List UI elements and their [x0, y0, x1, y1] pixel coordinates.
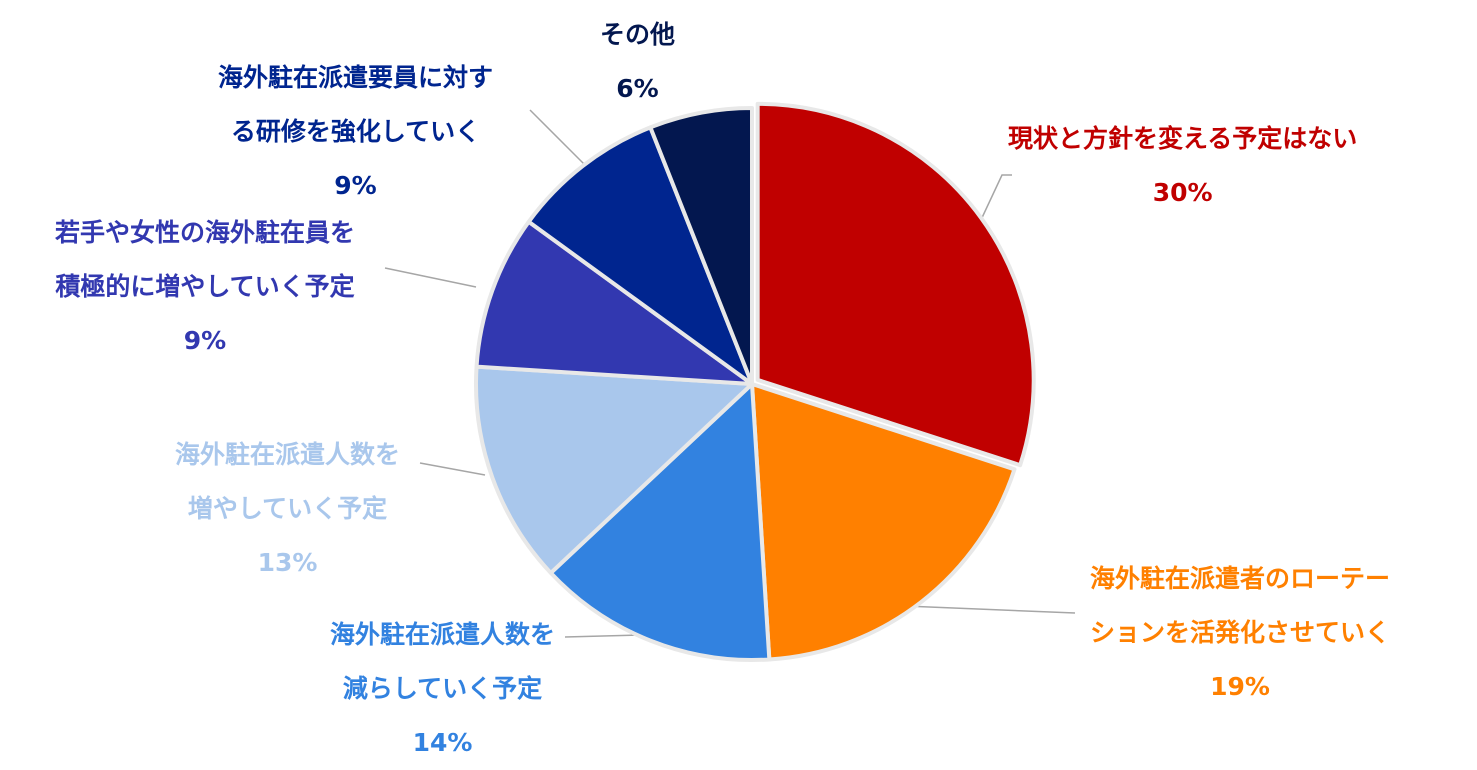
- label-slice-5-line-1: る研修を強化していく: [230, 117, 481, 146]
- label-slice-0-pct: 30%: [1152, 178, 1213, 207]
- label-slice-1: 海外駐在派遣者のローテー ションを活発化させていく 19%: [1090, 552, 1390, 714]
- label-slice-0-line-0: 現状と方針を変える予定はない: [1008, 124, 1358, 153]
- label-slice-4-line-0: 若手や女性の海外駐在員を: [55, 218, 356, 247]
- leader-line-4: [384, 267, 477, 288]
- leader-line-5: [529, 109, 586, 166]
- label-slice-1-pct: 19%: [1210, 672, 1270, 701]
- pie-slice-5: [526, 125, 754, 386]
- leader-line-1: [904, 605, 1076, 614]
- label-slice-2-line-1: 減らしていく予定: [342, 674, 543, 703]
- label-slice-5: 海外駐在派遣要員に対す る研修を強化していく 9%: [218, 51, 493, 213]
- label-slice-2-line-0: 海外駐在派遣人数を: [330, 620, 556, 649]
- leader-line-0: [979, 174, 1012, 223]
- pie-slice-2: [548, 382, 772, 662]
- leader-line-3: [419, 462, 486, 476]
- label-slice-3-pct: 13%: [257, 548, 318, 577]
- label-slice-2: 海外駐在派遣人数を 減らしていく予定 14%: [330, 608, 555, 770]
- pie-slice-3: [474, 364, 754, 575]
- label-slice-4-pct: 9%: [183, 326, 227, 355]
- pie-slice-0: [755, 101, 1036, 468]
- label-slice-2-pct: 14%: [412, 728, 473, 757]
- pie-slice-4: [474, 219, 754, 386]
- label-slice-4-line-1: 積極的に増やしていく予定: [55, 272, 355, 301]
- label-slice-5-line-0: 海外駐在派遣要員に対す: [218, 63, 494, 92]
- leader-line-2: [564, 634, 641, 638]
- label-slice-1-line-1: ションを活発化させていく: [1090, 618, 1391, 647]
- label-slice-1-line-0: 海外駐在派遣者のローテー: [1090, 564, 1391, 593]
- label-slice-3: 海外駐在派遣人数を 増やしていく予定 13%: [175, 428, 400, 590]
- leader-lines: [384, 109, 1076, 638]
- pie-slices: [474, 101, 1036, 662]
- label-slice-6-pct: 6%: [616, 74, 659, 103]
- label-slice-0: 現状と方針を変える予定はない 30%: [1008, 112, 1357, 220]
- label-slice-3-line-0: 海外駐在派遣人数を: [175, 440, 401, 469]
- label-slice-6-line-0: その他: [600, 20, 676, 49]
- label-slice-3-line-1: 増やしていく予定: [187, 494, 388, 523]
- label-slice-4: 若手や女性の海外駐在員を 積極的に増やしていく予定 9%: [55, 206, 355, 368]
- label-slice-6: その他 6%: [600, 8, 675, 116]
- pie-chart: [384, 101, 1076, 662]
- label-slice-5-pct: 9%: [334, 171, 377, 200]
- pie-slice-1: [750, 382, 1017, 662]
- pie-slice-6: [648, 106, 754, 386]
